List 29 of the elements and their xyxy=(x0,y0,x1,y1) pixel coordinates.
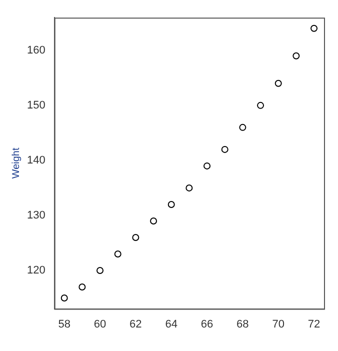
point xyxy=(274,80,282,87)
y-tick-label: 140 xyxy=(26,154,46,166)
point xyxy=(221,146,228,153)
point xyxy=(310,24,318,32)
y-tick-label: 150 xyxy=(26,99,46,112)
x-tick-label: 66 xyxy=(200,318,214,330)
y-axis-title: Weight xyxy=(10,148,22,179)
point xyxy=(239,124,246,131)
y-tick-label: 120 xyxy=(26,264,46,277)
point xyxy=(96,267,104,274)
x-tick-label: 68 xyxy=(236,318,249,330)
x-tick-label: 64 xyxy=(165,318,178,330)
point xyxy=(150,217,158,224)
point xyxy=(186,184,193,192)
point xyxy=(292,52,300,60)
point xyxy=(132,234,140,241)
x-tick-label: 60 xyxy=(94,318,106,330)
y-tick-label: 130 xyxy=(26,210,46,222)
point xyxy=(78,284,86,291)
point xyxy=(257,102,264,109)
point xyxy=(60,294,68,302)
point xyxy=(114,250,122,258)
x-tick-label: 72 xyxy=(308,318,320,330)
y-tick-label: 160 xyxy=(26,44,46,56)
point xyxy=(204,162,211,170)
point xyxy=(168,200,175,208)
x-tick-label: 62 xyxy=(130,318,142,330)
x-tick-label: 58 xyxy=(58,318,70,330)
x-tick-label: 70 xyxy=(272,318,284,330)
